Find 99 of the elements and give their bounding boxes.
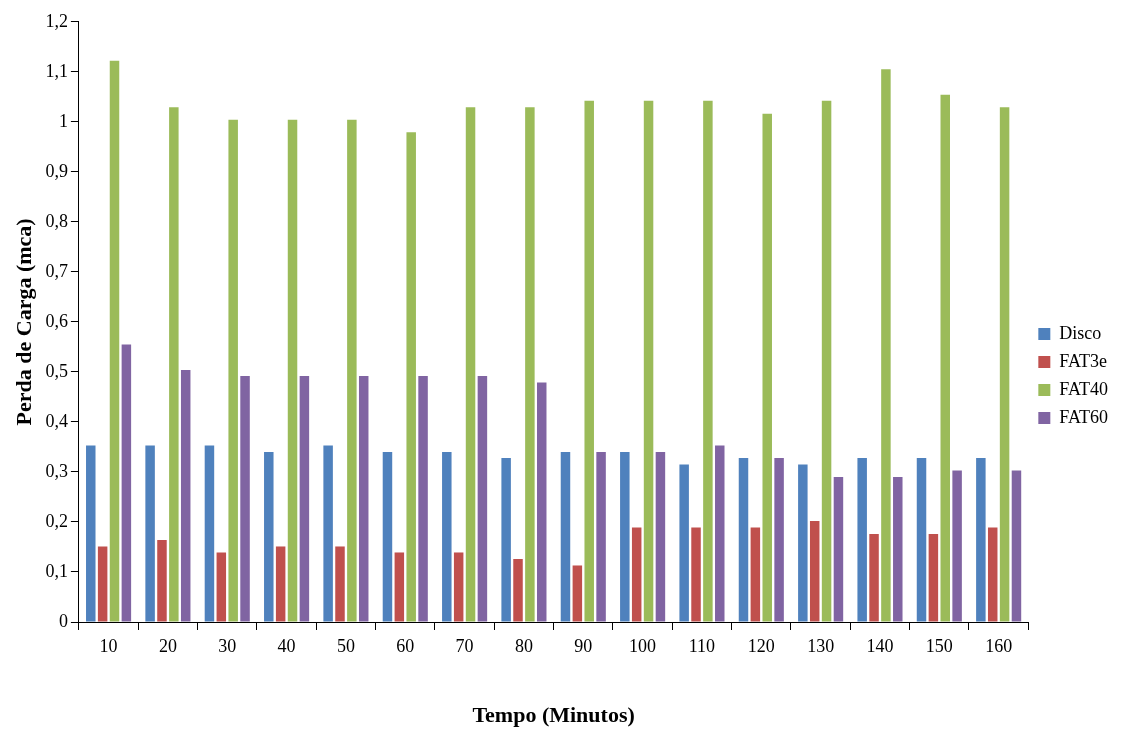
- y-tick-label: 0,6: [45, 310, 68, 331]
- bar: [821, 100, 832, 622]
- x-tick-label: 60: [396, 635, 415, 656]
- bar: [1011, 470, 1022, 622]
- bar: [347, 119, 357, 622]
- bar: [453, 552, 464, 622]
- bar: [715, 445, 725, 622]
- bar: [264, 451, 274, 622]
- y-tick-label: 0,5: [45, 360, 68, 381]
- bar: [121, 344, 132, 622]
- bar: [572, 565, 583, 622]
- bar: [169, 107, 179, 622]
- x-tick-label: 140: [866, 635, 894, 656]
- bar: [275, 546, 286, 622]
- x-tick-label: 160: [985, 635, 1013, 656]
- bar: [204, 445, 215, 622]
- bar: [501, 457, 511, 622]
- bar: [465, 107, 476, 622]
- bar: [287, 119, 298, 622]
- bar: [703, 100, 713, 622]
- bar: [833, 476, 844, 622]
- bar: [418, 375, 428, 622]
- y-tick-label: 0,7: [45, 260, 68, 281]
- y-tick-label: 0,3: [45, 460, 68, 481]
- y-tick-label: 0,2: [45, 510, 68, 531]
- bar: [97, 546, 108, 622]
- y-axis-title: Perda de Carga (mca): [10, 218, 36, 426]
- bar: [157, 539, 167, 622]
- y-tick-label: 0,8: [45, 210, 68, 231]
- x-tick-label: 70: [455, 635, 474, 656]
- x-tick-label: 80: [514, 635, 533, 656]
- bar: [406, 132, 416, 622]
- bar: [987, 527, 998, 622]
- x-axis-title: Tempo (Minutos): [472, 702, 635, 728]
- x-tick-label: 30: [218, 635, 237, 656]
- x-tick-label: 100: [629, 635, 657, 656]
- y-tick-label: 1: [58, 110, 68, 131]
- bar: [86, 445, 96, 622]
- bar: [762, 113, 772, 622]
- bar: [869, 533, 879, 622]
- bar: [620, 451, 630, 622]
- bar: [560, 451, 571, 622]
- x-tick-label: 10: [99, 635, 118, 656]
- bar: [299, 375, 310, 622]
- bar: [809, 520, 820, 622]
- legend-label: FAT3e: [1059, 350, 1107, 371]
- bar: [584, 100, 594, 622]
- bar: [798, 464, 808, 622]
- bar: [216, 552, 227, 622]
- bar: [940, 94, 950, 622]
- bar: [596, 451, 606, 622]
- bar: [631, 527, 642, 622]
- bar: [335, 546, 345, 622]
- bar: [893, 476, 903, 622]
- legend-label: FAT60: [1059, 406, 1109, 427]
- bar: [655, 451, 666, 622]
- x-tick-label: 20: [158, 635, 177, 656]
- x-tick-label: 120: [747, 635, 775, 656]
- bar: [999, 107, 1010, 622]
- bar: [738, 457, 749, 622]
- bar: [916, 457, 927, 622]
- bar: [323, 445, 333, 622]
- y-tick-label: 0: [58, 610, 68, 631]
- y-tick-label: 0,9: [45, 160, 68, 181]
- bar: [952, 470, 962, 622]
- y-tick-label: 1,1: [45, 60, 68, 81]
- y-tick-label: 0,1: [45, 560, 68, 581]
- x-tick-label: 110: [688, 635, 716, 656]
- x-tick-label: 50: [336, 635, 355, 656]
- bar: [750, 527, 761, 622]
- bar: [442, 451, 452, 622]
- bar: [382, 451, 393, 622]
- bar: [857, 457, 867, 622]
- bar: [180, 369, 191, 622]
- bar: [109, 60, 120, 622]
- legend-label: FAT40: [1059, 378, 1109, 399]
- bar: [525, 107, 535, 622]
- bar: [477, 375, 488, 622]
- bar: [976, 457, 986, 622]
- x-tick-label: 40: [277, 635, 296, 656]
- bar: [643, 100, 654, 622]
- bar: [228, 119, 238, 622]
- bar: [358, 375, 369, 622]
- bar: [537, 382, 547, 622]
- bar: [679, 464, 689, 622]
- legend-label: Disco: [1059, 322, 1102, 343]
- x-tick-label: 150: [925, 635, 953, 656]
- bar: [394, 552, 405, 622]
- bar: [240, 375, 250, 622]
- bar: [145, 445, 155, 622]
- bar: [881, 69, 891, 622]
- y-tick-label: 0,4: [45, 410, 68, 431]
- bar: [774, 457, 784, 622]
- x-tick-label: 90: [574, 635, 593, 656]
- x-tick-label: 130: [807, 635, 835, 656]
- y-tick-label: 1,2: [45, 10, 68, 31]
- bar: [513, 558, 523, 622]
- bar: [928, 533, 939, 622]
- bar: [691, 527, 701, 622]
